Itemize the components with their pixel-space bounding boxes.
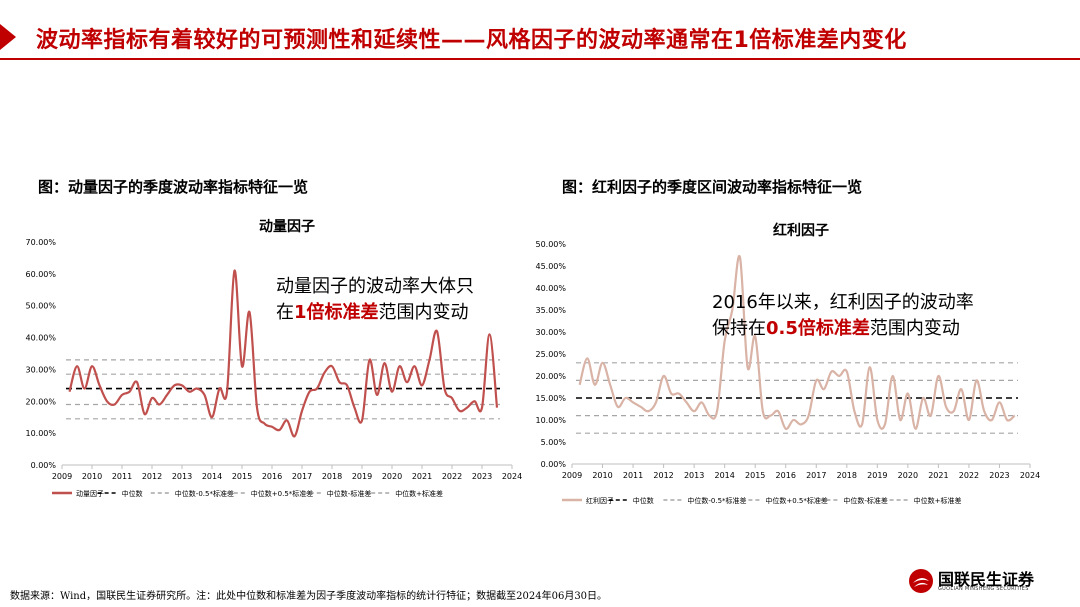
x-tick-label: 2016	[262, 472, 282, 481]
legend-label: 中位数	[122, 489, 143, 498]
legend-label: 中位数-标准差	[843, 496, 888, 505]
legend-label: 中位数+0.5*标准差	[765, 496, 828, 505]
source-note: 数据来源：Wind，国联民生证券研究所。注：此处中位数和标准差为因子季度波动率指…	[10, 591, 608, 602]
y-tick-label: 40.00%	[535, 284, 566, 293]
x-tick-label: 2014	[714, 471, 734, 480]
header-divider	[0, 58, 1080, 60]
momentum-annotation-line2: 在1倍标准差范围内变动	[276, 302, 469, 323]
x-tick-label: 2012	[653, 471, 673, 480]
dividend-annotation-line2: 保持在0.5倍标准差范围内变动	[712, 318, 960, 339]
y-tick-label: 20.00%	[535, 372, 566, 381]
header-marker-triangle	[0, 24, 16, 50]
legend-label: 中位数-0.5*标准差	[175, 489, 234, 498]
y-tick-label: 15.00%	[535, 394, 566, 403]
momentum-volatility-chart: 动量因子 0.00% 10.00% 20.00% 30.00% 40.00% 50.00% 6…	[25, 218, 522, 498]
y-tick-label: 25.00%	[535, 350, 566, 359]
momentum-annotation-line1: 动量因子的波动率大体只	[276, 276, 474, 297]
x-tick-label: 2021	[412, 472, 432, 481]
momentum-annotation: 动量因子的波动率大体只 在1倍标准差范围内变动	[276, 274, 474, 326]
x-tick-label: 2010	[592, 471, 612, 480]
legend-label: 红利因子	[586, 496, 614, 505]
legend-label: 中位数-标准差	[327, 489, 372, 498]
y-tick-label: 0.00%	[31, 461, 57, 470]
company-logo: 国联民生证券 GUOLIAN MINSHENG SECURITIES	[908, 566, 1058, 596]
x-tick-label: 2017	[806, 471, 826, 480]
x-tick-label: 2019	[352, 472, 372, 481]
legend-label: 动量因子	[76, 489, 104, 498]
legend-label: 中位数+0.5*标准差	[251, 489, 313, 498]
legend-label: 中位数-0.5*标准差	[687, 496, 746, 505]
chart-title: 红利因子	[773, 222, 829, 239]
x-tick-label: 2010	[82, 472, 102, 481]
x-tick-label: 2013	[172, 472, 192, 481]
x-tick-label: 2014	[202, 472, 222, 481]
x-tick-label: 2012	[142, 472, 162, 481]
y-tick-label: 10.00%	[25, 429, 56, 438]
y-tick-label: 10.00%	[535, 416, 566, 425]
x-tick-label: 2013	[684, 471, 704, 480]
x-tick-label: 2020	[898, 471, 918, 480]
x-tick-label: 2019	[867, 471, 887, 480]
dividend-annotation: 2016年以来，红利因子的波动率 保持在0.5倍标准差范围内变动	[712, 290, 974, 342]
legend-label: 中位数+标准差	[395, 489, 443, 498]
x-tick-label: 2023	[472, 472, 492, 481]
y-tick-label: 20.00%	[25, 397, 56, 406]
x-tick-label: 2022	[442, 472, 462, 481]
y-tick-label: 40.00%	[25, 334, 56, 343]
x-tick-label: 2024	[1020, 471, 1040, 480]
logo-subtitle: GUOLIAN MINSHENG SECURITIES	[938, 586, 1029, 592]
logo-name: 国联民生证券	[938, 570, 1035, 589]
y-tick-label: 30.00%	[535, 328, 566, 337]
x-tick-label: 2024	[502, 472, 522, 481]
x-tick-label: 2009	[52, 472, 72, 481]
x-tick-label: 2018	[837, 471, 857, 480]
y-tick-label: 45.00%	[535, 262, 566, 271]
factor-volatility-line	[68, 269, 499, 438]
y-tick-label: 60.00%	[25, 270, 56, 279]
x-tick-label: 2023	[989, 471, 1009, 480]
x-tick-label: 2021	[928, 471, 948, 480]
x-tick-label: 2016	[776, 471, 796, 480]
y-tick-label: 50.00%	[25, 302, 56, 311]
left-chart-caption: 图：动量因子的季度波动率指标特征一览	[38, 178, 309, 196]
x-tick-label: 2017	[292, 472, 312, 481]
y-tick-label: 70.00%	[25, 238, 56, 247]
legend-label: 中位数+标准差	[914, 496, 962, 505]
x-tick-label: 2011	[623, 471, 643, 480]
dividend-volatility-chart: 红利因子 0.00% 5.00% 10.00% 15.00% 20.00% 25.00% 30…	[535, 222, 1040, 505]
x-tick-label: 2018	[322, 472, 342, 481]
x-tick-label: 2009	[562, 471, 582, 480]
y-tick-label: 5.00%	[541, 438, 567, 447]
x-tick-label: 2020	[382, 472, 402, 481]
y-tick-label: 0.00%	[541, 460, 567, 469]
y-tick-label: 50.00%	[535, 240, 566, 249]
logo-mark-icon	[909, 569, 933, 593]
dividend-annotation-line1: 2016年以来，红利因子的波动率	[712, 292, 974, 313]
y-tick-label: 30.00%	[25, 365, 56, 374]
page-title: 波动率指标有着较好的可预测性和延续性——风格因子的波动率通常在1倍标准差内变化	[36, 28, 907, 53]
chart-title: 动量因子	[259, 218, 315, 235]
x-tick-label: 2011	[112, 472, 132, 481]
x-tick-label: 2022	[959, 471, 979, 480]
legend-label: 中位数	[633, 496, 654, 505]
right-chart-caption: 图：红利因子的季度区间波动率指标特征一览	[562, 178, 863, 196]
x-tick-label: 2015	[232, 472, 252, 481]
x-tick-label: 2015	[745, 471, 765, 480]
y-tick-label: 35.00%	[535, 306, 566, 315]
factor-volatility-line	[578, 254, 1016, 430]
